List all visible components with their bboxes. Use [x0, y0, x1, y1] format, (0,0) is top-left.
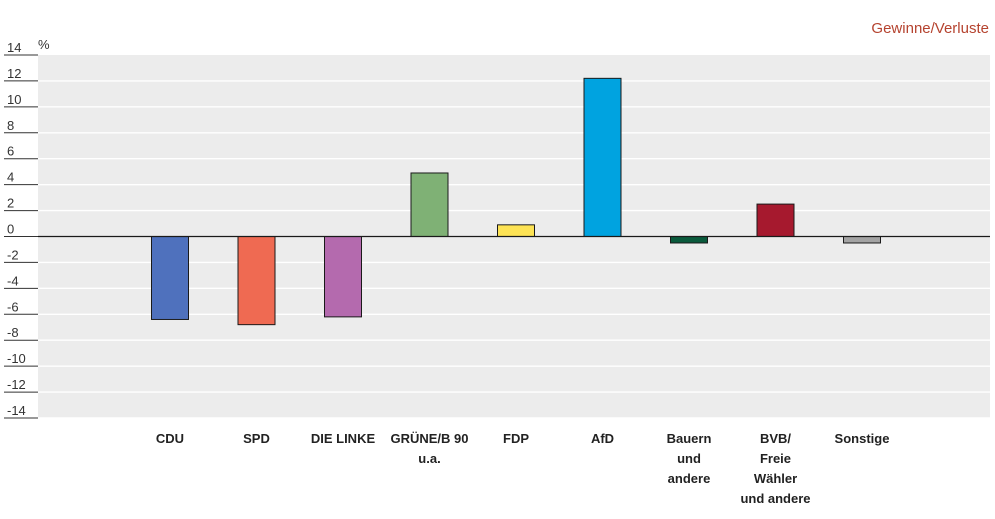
bar-grüne-b-90	[410, 172, 449, 238]
category-label: SPD	[243, 431, 270, 446]
y-tick-label: 4	[7, 170, 14, 185]
bar-bvb	[756, 203, 795, 237]
category-label: BVB/	[760, 431, 791, 446]
bar-sonstige	[843, 236, 881, 244]
y-tick-label: 10	[7, 92, 21, 107]
bar-cdu	[151, 236, 189, 320]
y-tick-label: 8	[7, 118, 14, 133]
y-tick-label: 0	[7, 222, 14, 237]
category-label: Sonstige	[835, 431, 890, 446]
category-label: Bauern	[667, 431, 712, 446]
category-label: und andere	[740, 491, 810, 506]
y-tick-label: 14	[7, 40, 21, 55]
y-tick-label: -12	[7, 377, 26, 392]
y-tick-label: -6	[7, 299, 19, 314]
bar-afd	[583, 77, 622, 238]
plot-area: -14 -12 -10 -8 -6 -4 -2 0 2 4 6 8 10 12 14 CDU SPD DIE LI…	[4, 40, 990, 506]
y-tick-label: -10	[7, 351, 26, 366]
category-label: Freie	[760, 451, 791, 466]
bar-die-linke	[324, 236, 362, 318]
category-label: Wähler	[754, 471, 797, 486]
y-tick-label: -4	[7, 273, 19, 288]
category-label: FDP	[503, 431, 529, 446]
y-unit-label: %	[38, 37, 50, 52]
y-tick-label: 12	[7, 66, 21, 81]
y-tick-label: -14	[7, 403, 26, 418]
category-label: und	[677, 451, 701, 466]
category-label: CDU	[156, 431, 184, 446]
category-label: AfD	[591, 431, 614, 446]
bar-spd	[237, 236, 276, 326]
bar-fdp	[497, 224, 535, 237]
y-tick-label: 2	[7, 196, 14, 211]
category-label: andere	[668, 471, 711, 486]
category-label: DIE LINKE	[311, 431, 376, 446]
bar-bauern	[670, 236, 708, 244]
y-tick-label: 6	[7, 144, 14, 159]
category-label: u.a.	[418, 451, 440, 466]
chart-heading: Gewinne/Verluste	[871, 20, 989, 37]
y-tick-label: -8	[7, 325, 19, 340]
category-label: GRÜNE/B 90	[390, 431, 468, 446]
y-tick-label: -2	[7, 247, 19, 262]
